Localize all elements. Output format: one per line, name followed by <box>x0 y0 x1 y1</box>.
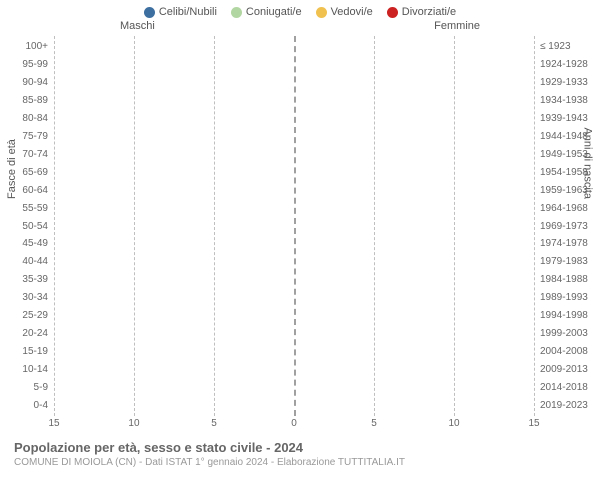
legend-swatch <box>316 7 327 18</box>
legend-item: Divorziati/e <box>387 6 456 18</box>
center-axis-line <box>294 36 296 416</box>
gridline <box>54 36 55 416</box>
birth-year-label: 1929-1933 <box>536 74 590 92</box>
chart-footer: Popolazione per età, sesso e stato civil… <box>0 434 600 468</box>
chart-area: Fasce di età Anni di nascita 100+95-9990… <box>10 36 590 434</box>
birth-year-label: 1999-2003 <box>536 325 590 343</box>
female-column-label: Femmine <box>434 20 480 32</box>
birth-year-label: 1974-1978 <box>536 235 590 253</box>
age-label: 15-19 <box>10 342 52 360</box>
age-label: 35-39 <box>10 271 52 289</box>
legend: Celibi/Nubili Coniugati/e Vedovi/e Divorzia… <box>0 0 600 20</box>
age-label: 25-29 <box>10 307 52 325</box>
birth-year-label: 2019-2023 <box>536 396 590 414</box>
x-tick-label: 15 <box>48 418 59 429</box>
legend-label: Coniugati/e <box>246 6 302 18</box>
age-label: 20-24 <box>10 325 52 343</box>
legend-item: Celibi/Nubili <box>144 6 217 18</box>
age-label: 0-4 <box>10 396 52 414</box>
birth-year-label: 1994-1998 <box>536 307 590 325</box>
legend-label: Vedovi/e <box>331 6 373 18</box>
age-label: 95-99 <box>10 56 52 74</box>
gridline <box>374 36 375 416</box>
age-label: 5-9 <box>10 378 52 396</box>
age-labels: 100+95-9990-9485-8980-8475-7970-7465-696… <box>10 38 52 414</box>
birth-year-label: 1984-1988 <box>536 271 590 289</box>
x-tick-label: 0 <box>291 418 297 429</box>
legend-label: Celibi/Nubili <box>159 6 217 18</box>
birth-year-label: 1979-1983 <box>536 253 590 271</box>
age-label: 50-54 <box>10 217 52 235</box>
age-label: 10-14 <box>10 360 52 378</box>
x-tick-label: 10 <box>448 418 459 429</box>
gridline <box>454 36 455 416</box>
x-tick-label: 10 <box>128 418 139 429</box>
x-tick-label: 15 <box>528 418 539 429</box>
birth-year-label: 1934-1938 <box>536 92 590 110</box>
birth-year-label: 2004-2008 <box>536 342 590 360</box>
chart-subtitle: COMUNE DI MOIOLA (CN) - Dati ISTAT 1° ge… <box>14 457 586 468</box>
gridline <box>214 36 215 416</box>
age-label: 85-89 <box>10 92 52 110</box>
age-label: 80-84 <box>10 110 52 128</box>
gridline <box>534 36 535 416</box>
x-axis-ticks: 15105051015 <box>54 418 534 434</box>
legend-label: Divorziati/e <box>402 6 456 18</box>
birth-year-label: 2009-2013 <box>536 360 590 378</box>
birth-year-label: ≤ 1923 <box>536 38 590 56</box>
age-label: 65-69 <box>10 163 52 181</box>
x-tick-label: 5 <box>371 418 377 429</box>
legend-swatch <box>144 7 155 18</box>
age-label: 90-94 <box>10 74 52 92</box>
birth-year-label: 1989-1993 <box>536 289 590 307</box>
column-headers: Maschi Femmine <box>0 20 600 36</box>
legend-item: Vedovi/e <box>316 6 373 18</box>
age-label: 45-49 <box>10 235 52 253</box>
legend-swatch <box>387 7 398 18</box>
age-label: 60-64 <box>10 181 52 199</box>
birth-year-label: 1969-1973 <box>536 217 590 235</box>
legend-item: Coniugati/e <box>231 6 302 18</box>
age-label: 55-59 <box>10 199 52 217</box>
age-label: 75-79 <box>10 128 52 146</box>
birth-year-label: 1964-1968 <box>536 199 590 217</box>
birth-year-label: 1954-1958 <box>536 163 590 181</box>
legend-swatch <box>231 7 242 18</box>
birth-year-label: 1939-1943 <box>536 110 590 128</box>
x-tick-label: 5 <box>211 418 217 429</box>
male-column-label: Maschi <box>120 20 155 32</box>
plot-area <box>54 36 534 416</box>
age-label: 100+ <box>10 38 52 56</box>
birth-year-label: 1959-1963 <box>536 181 590 199</box>
chart-title: Popolazione per età, sesso e stato civil… <box>14 440 586 455</box>
age-label: 70-74 <box>10 145 52 163</box>
birth-year-label: 2014-2018 <box>536 378 590 396</box>
gridline <box>134 36 135 416</box>
birth-year-label: 1944-1948 <box>536 128 590 146</box>
age-label: 30-34 <box>10 289 52 307</box>
birth-year-label: 1949-1953 <box>536 145 590 163</box>
age-label: 40-44 <box>10 253 52 271</box>
birth-year-labels: ≤ 19231924-19281929-19331934-19381939-19… <box>536 38 590 414</box>
birth-year-label: 1924-1928 <box>536 56 590 74</box>
